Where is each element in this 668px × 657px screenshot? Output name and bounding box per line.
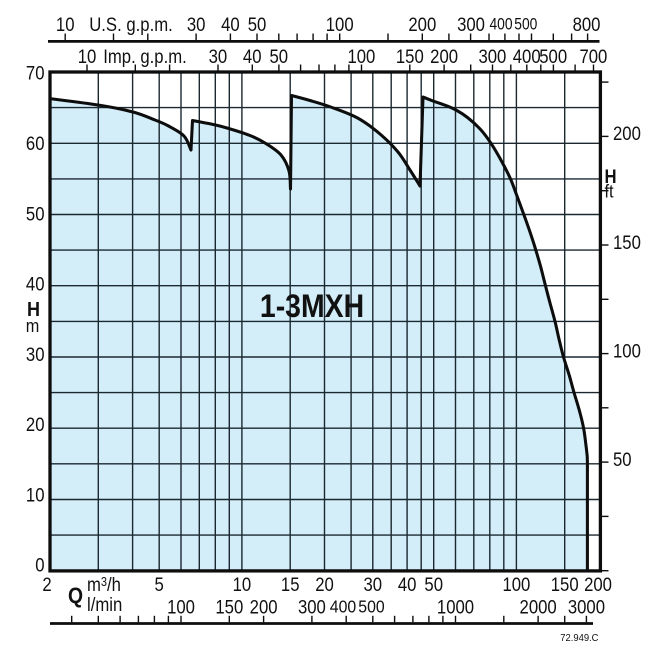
svg-text:100: 100 xyxy=(502,574,530,595)
svg-text:2: 2 xyxy=(42,574,51,595)
svg-text:70: 70 xyxy=(26,63,45,84)
svg-text:ft: ft xyxy=(605,181,614,202)
svg-text:100: 100 xyxy=(347,46,375,67)
svg-text:200: 200 xyxy=(613,123,641,144)
svg-text:50: 50 xyxy=(248,14,267,35)
svg-text:300: 300 xyxy=(457,14,485,35)
svg-text:15: 15 xyxy=(281,574,300,595)
svg-text:2000: 2000 xyxy=(520,596,557,617)
svg-text:700: 700 xyxy=(579,46,607,67)
svg-text:500: 500 xyxy=(514,16,537,34)
svg-text:Imp. g.p.m.: Imp. g.p.m. xyxy=(103,46,187,67)
svg-text:40: 40 xyxy=(243,46,262,67)
svg-text:300: 300 xyxy=(478,46,506,67)
svg-text:5: 5 xyxy=(155,574,164,595)
svg-text:40: 40 xyxy=(26,274,45,295)
svg-text:0: 0 xyxy=(35,555,44,576)
svg-text:150: 150 xyxy=(613,232,641,253)
svg-text:150: 150 xyxy=(215,596,243,617)
svg-text:300: 300 xyxy=(298,596,326,617)
svg-text:H: H xyxy=(27,299,40,321)
svg-text:Q: Q xyxy=(68,584,83,608)
svg-text:500: 500 xyxy=(539,46,567,67)
svg-text:100: 100 xyxy=(326,14,354,35)
svg-text:U.S. g.p.m.: U.S. g.p.m. xyxy=(89,14,173,35)
svg-text:50: 50 xyxy=(613,449,632,470)
svg-text:200: 200 xyxy=(250,596,278,617)
svg-text:800: 800 xyxy=(573,14,601,35)
svg-text:400: 400 xyxy=(489,16,512,34)
svg-text:100: 100 xyxy=(613,340,641,361)
svg-text:10: 10 xyxy=(233,574,252,595)
svg-text:30: 30 xyxy=(364,574,383,595)
svg-text:10: 10 xyxy=(56,14,75,35)
svg-text:50: 50 xyxy=(424,574,443,595)
svg-text:30: 30 xyxy=(26,344,45,365)
svg-text:20: 20 xyxy=(315,574,334,595)
svg-text:40: 40 xyxy=(221,14,240,35)
svg-text:200: 200 xyxy=(408,14,436,35)
svg-text:30: 30 xyxy=(209,46,228,67)
svg-text:200: 200 xyxy=(584,574,612,595)
svg-text:20: 20 xyxy=(26,414,45,435)
svg-text:50: 50 xyxy=(270,46,289,67)
svg-text:m: m xyxy=(26,315,40,336)
svg-text:60: 60 xyxy=(26,133,45,154)
svg-text:200: 200 xyxy=(430,46,458,67)
svg-text:3000: 3000 xyxy=(568,596,605,617)
svg-text:l/min: l/min xyxy=(87,594,122,615)
svg-text:100: 100 xyxy=(167,596,195,617)
svg-text:30: 30 xyxy=(187,14,206,35)
svg-text:10: 10 xyxy=(26,484,45,505)
svg-text:H: H xyxy=(604,166,616,187)
svg-text:40: 40 xyxy=(398,574,417,595)
svg-text:50: 50 xyxy=(26,203,45,224)
svg-text:m3/h: m3/h xyxy=(87,574,121,595)
svg-text:400: 400 xyxy=(330,597,356,617)
svg-text:10: 10 xyxy=(78,46,97,67)
svg-text:72.949.C: 72.949.C xyxy=(560,633,598,645)
svg-text:400: 400 xyxy=(513,46,541,67)
svg-text:500: 500 xyxy=(358,597,384,617)
svg-text:150: 150 xyxy=(551,574,579,595)
svg-text:1-3MXH: 1-3MXH xyxy=(260,288,364,324)
svg-text:150: 150 xyxy=(396,46,424,67)
svg-text:1000: 1000 xyxy=(437,596,474,617)
